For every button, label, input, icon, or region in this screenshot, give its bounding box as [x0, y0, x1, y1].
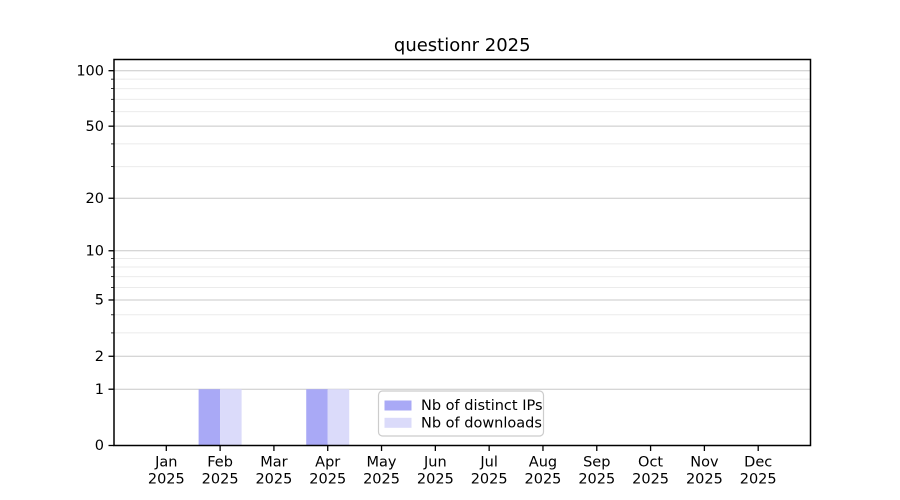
- x-tick-label-month: Oct: [638, 455, 663, 471]
- x-tick-label-year: 2025: [740, 472, 777, 488]
- bar-nb-of-downloads-apr: [327, 389, 350, 446]
- x-tick-label-year: 2025: [632, 472, 669, 488]
- y-tick-label: 2: [95, 349, 104, 365]
- y-tick-label: 20: [86, 191, 104, 207]
- legend-box: [377, 390, 545, 437]
- y-tick-label: 50: [86, 119, 104, 135]
- x-tick-label-year: 2025: [363, 472, 400, 488]
- x-tick-label-year: 2025: [148, 472, 185, 488]
- x-tick-label-month: Dec: [744, 455, 772, 471]
- y-tick-label: 100: [76, 63, 104, 79]
- y-tick-label: 5: [95, 293, 104, 309]
- bar-nb-of-distinct-ips-feb: [198, 389, 221, 446]
- plot-border: [113, 58, 812, 447]
- x-tick-label-year: 2025: [471, 472, 508, 488]
- legend-swatch-nb-of-downloads: [384, 417, 412, 428]
- bar-nb-of-distinct-ips-apr: [306, 389, 328, 446]
- x-tick-label-month: Sep: [583, 455, 610, 471]
- x-tick-label-month: Aug: [529, 455, 557, 471]
- x-tick-label-year: 2025: [525, 472, 562, 488]
- y-tick-label: 1: [95, 382, 104, 398]
- legend-swatch-nb-of-distinct-ips: [384, 400, 412, 411]
- x-tick-label-month: Apr: [315, 455, 340, 471]
- x-tick-label-month: Nov: [690, 455, 719, 471]
- x-tick-label-month: Feb: [207, 455, 233, 471]
- x-tick-label-month: Jun: [423, 455, 447, 471]
- x-tick-label-month: Jul: [479, 455, 498, 471]
- chart-title: questionr 2025: [394, 35, 531, 56]
- legend-label-nb-of-distinct-ips: Nb of distinct IPs: [421, 398, 543, 414]
- x-tick-label-year: 2025: [255, 472, 292, 488]
- x-tick-label-year: 2025: [417, 472, 454, 488]
- x-tick-label-month: May: [367, 455, 397, 471]
- x-tick-label-year: 2025: [578, 472, 615, 488]
- x-tick-label-year: 2025: [202, 472, 239, 488]
- x-tick-label-year: 2025: [686, 472, 723, 488]
- x-tick-label-month: Jan: [154, 455, 177, 471]
- bar-nb-of-downloads-feb: [220, 389, 242, 446]
- legend-label-nb-of-downloads: Nb of downloads: [421, 415, 542, 431]
- x-tick-label-month: Mar: [260, 455, 287, 471]
- x-tick-label-year: 2025: [309, 472, 346, 488]
- y-tick-label: 10: [86, 243, 104, 259]
- y-tick-label: 0: [95, 438, 104, 454]
